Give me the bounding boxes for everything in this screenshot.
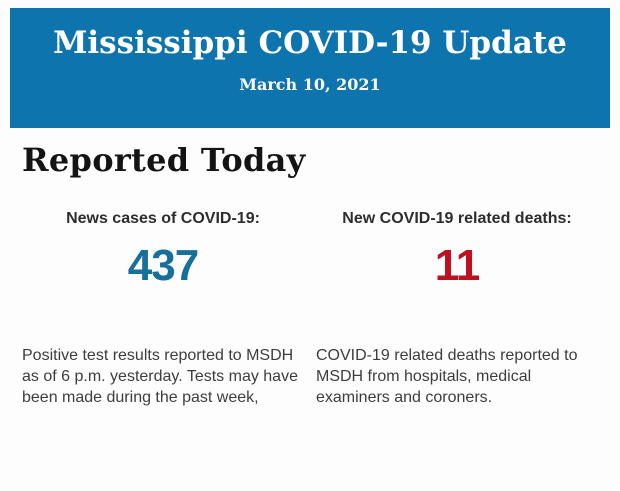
newsletter-page: Mississippi COVID-19 Update March 10, 20… (0, 8, 620, 491)
cases-value: 437 (127, 241, 199, 290)
header-banner: Mississippi COVID-19 Update March 10, 20… (10, 8, 610, 128)
stats-row: News cases of COVID-19: 437 Positive tes… (22, 210, 598, 408)
newsletter-title: Mississippi COVID-19 Update (53, 25, 567, 61)
stat-column-new-cases: News cases of COVID-19: 437 Positive tes… (22, 210, 304, 408)
deaths-description: COVID-19 related deaths reported to MSDH… (316, 347, 578, 406)
cases-label: News cases of COVID-19: (66, 210, 260, 227)
newsletter-date: March 10, 2021 (239, 75, 381, 94)
content-area: Reported Today News cases of COVID-19: 4… (0, 143, 620, 408)
stat-column-related-deaths: New COVID-19 related deaths: 11 COVID-19… (316, 210, 598, 408)
deaths-label: New COVID-19 related deaths: (342, 210, 572, 227)
section-heading-reported-today: Reported Today (22, 141, 306, 179)
cases-description: Positive test results reported to MSDH a… (22, 347, 298, 406)
deaths-value: 11 (434, 241, 481, 290)
